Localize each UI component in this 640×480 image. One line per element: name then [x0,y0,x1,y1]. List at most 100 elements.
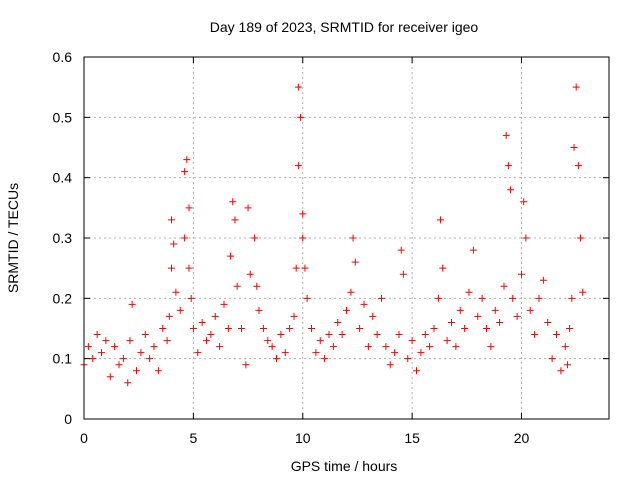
data-point [264,337,272,345]
data-point [233,282,241,290]
data-point [566,325,574,332]
data-point [106,373,114,381]
data-point [255,306,263,314]
data-point [150,343,158,351]
data-point [502,131,510,139]
data-point [548,355,556,363]
data-point [102,337,110,345]
x-tick-label: 0 [80,430,88,446]
y-tick-label: 0.6 [53,49,73,65]
data-point [568,294,576,302]
data-point [124,379,132,387]
data-point [553,331,560,339]
data-point [574,162,582,170]
data-point [115,361,123,369]
y-tick-label: 0.3 [53,230,73,246]
x-tick-label: 20 [514,430,530,446]
data-point [469,246,477,254]
data-point [185,264,193,272]
data-point [189,325,197,332]
data-point [176,306,184,314]
data-point [557,367,565,375]
data-point [290,312,298,320]
data-point [203,337,210,345]
data-point [382,343,390,351]
data-point [448,318,455,326]
data-point [461,325,469,332]
data-point [98,349,105,357]
data-point [544,318,552,326]
data-point [513,312,521,320]
data-point [128,300,136,308]
data-point [301,264,309,272]
y-tick-label: 0.4 [53,170,73,186]
data-point [133,367,140,375]
data-point [325,331,333,339]
data-point [413,367,420,375]
data-point [349,234,357,242]
data-point [373,331,381,339]
data-point [369,312,377,320]
data-point [84,343,92,351]
data-point [474,312,482,320]
data-point [430,325,438,332]
data-point [386,361,394,369]
data-point [170,240,178,248]
data-point [364,343,372,351]
data-point [231,216,239,224]
y-axis-label: SRMTID / TECUs [5,183,21,293]
data-point [294,162,302,170]
data-point [211,312,219,320]
x-tick-label: 5 [189,430,197,446]
data-point [483,325,490,332]
data-point [426,343,434,351]
data-point [561,343,569,351]
data-point [216,343,224,351]
axis-ticks: 0 0.1 0.2 0.3 0.4 0.5 0.6 0 5 10 15 20 [53,49,609,446]
data-point [172,288,180,296]
data-point [141,331,149,339]
data-point [286,325,294,332]
data-point [439,264,447,272]
data-point [509,294,517,302]
data-point [329,343,337,351]
data-point [207,331,215,339]
data-point [443,337,451,345]
data-point [507,186,515,194]
data-point [181,168,189,176]
y-tick-label: 0.2 [53,290,73,306]
data-point [391,349,399,357]
data-point [238,325,245,332]
data-point [539,276,547,284]
y-tick-label: 0 [64,411,72,427]
data-point [504,162,512,170]
data-point [399,270,407,278]
data-point [137,349,145,357]
x-axis-label: GPS time / hours [291,458,398,474]
data-point [168,216,175,224]
data-point [229,198,237,206]
x-tick-label: 15 [404,430,420,446]
data-point [408,337,416,345]
data-point [378,294,385,302]
data-point [126,337,134,345]
data-point [312,349,320,357]
data-point [434,294,442,302]
data-point [356,325,364,332]
data-point [165,312,173,320]
data-point [185,204,193,212]
data-point [163,337,171,345]
data-point [268,343,276,351]
data-point [273,355,280,363]
data-point [93,331,101,339]
data-point [183,156,191,164]
data-point [299,210,307,218]
data-point [520,198,528,206]
data-point [421,331,429,339]
chart-title: Day 189 of 2023, SRMTID for receiver ige… [210,19,479,35]
data-point [308,325,315,332]
data-point [465,288,473,296]
data-point [563,361,571,369]
